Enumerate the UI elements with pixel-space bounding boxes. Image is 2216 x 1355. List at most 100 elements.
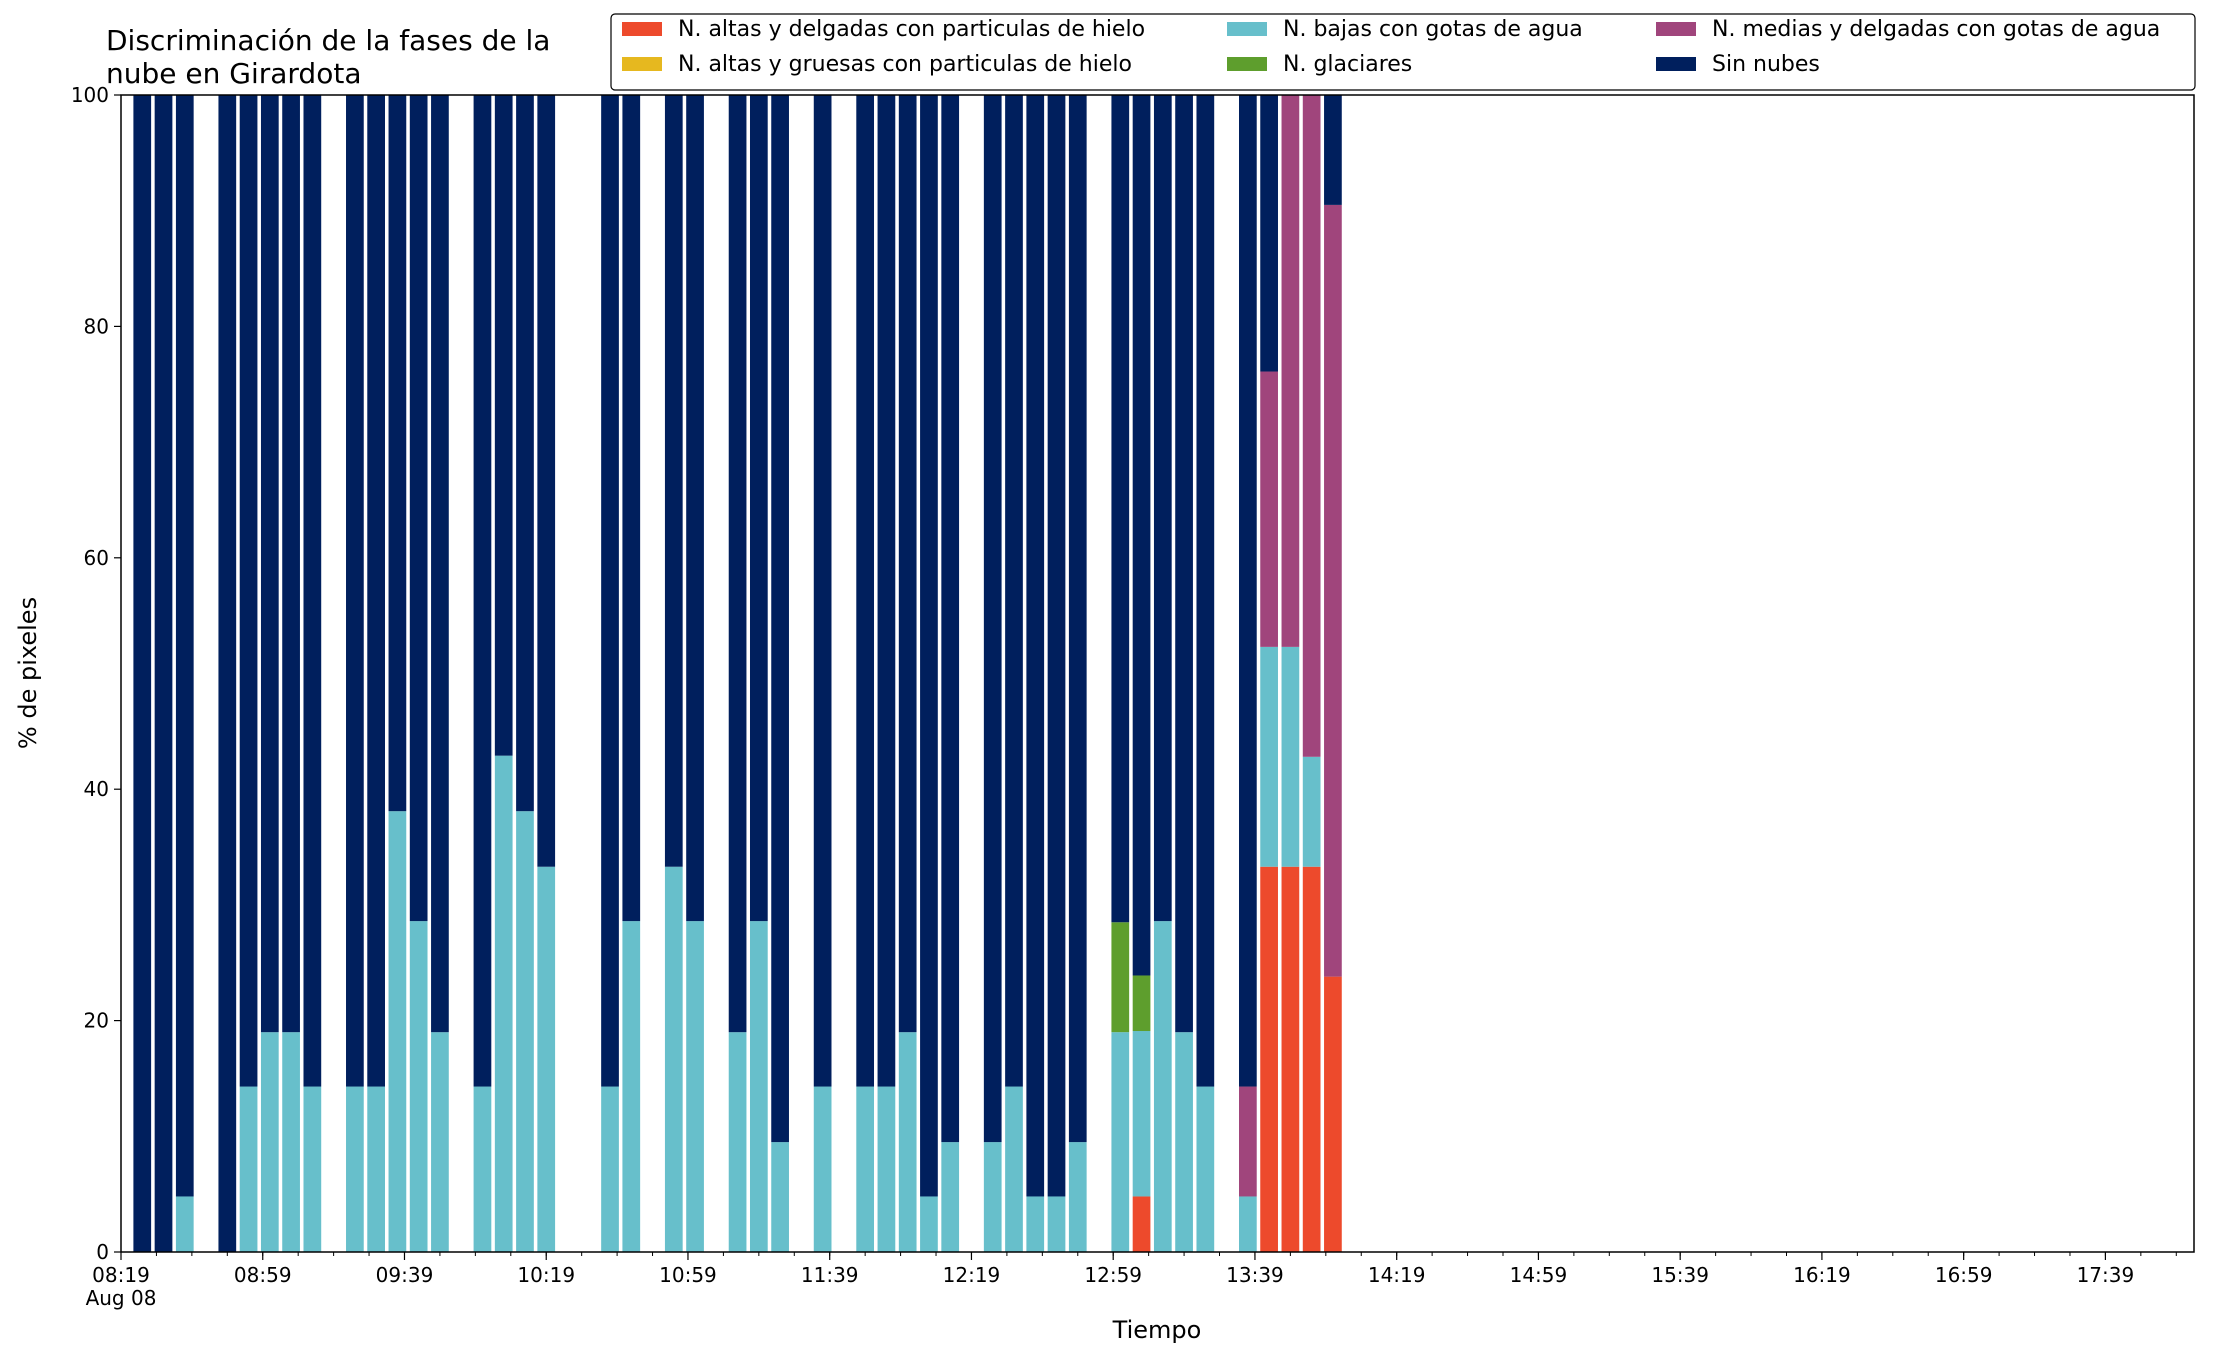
x-tick-label: 14:59 — [1510, 1263, 1568, 1287]
bar-segment-bajas-27 — [898, 1032, 917, 1252]
bar-segment-sin_nubes-44 — [1324, 95, 1342, 205]
bar-segment-bajas-15 — [516, 811, 534, 1252]
bar-segment-sin_nubes-12 — [431, 95, 449, 1033]
bar-segment-bajas-41 — [1260, 646, 1278, 867]
bar-segment-sin_nubes-38 — [1175, 95, 1193, 1033]
y-tick-label: 40 — [84, 777, 109, 801]
legend-swatch-altas_gruesas — [622, 57, 662, 71]
bar-segment-sin_nubes-1 — [154, 95, 173, 1252]
x-tick-label: 14:19 — [1368, 1263, 1426, 1287]
bar-segment-sin_nubes-10 — [388, 95, 407, 812]
bar-segment-bajas-29 — [941, 1142, 960, 1252]
bar-segment-bajas-24 — [813, 1086, 832, 1252]
bar-segment-sin_nubes-32 — [1026, 95, 1045, 1197]
x-tick-label: 13:39 — [1226, 1263, 1284, 1287]
bar-segment-sin_nubes-7 — [303, 95, 322, 1087]
bar-segment-bajas-9 — [367, 1086, 385, 1252]
x-tick-label: 10:19 — [517, 1263, 575, 1287]
y-tick-label: 60 — [84, 546, 109, 570]
x-tick-label: 16:19 — [1793, 1263, 1851, 1287]
x-tick-label: 16:59 — [1935, 1263, 1993, 1287]
legend-label-medias: N. medias y delgadas con gotas de agua — [1712, 17, 2160, 42]
bar-segment-bajas-35 — [1111, 1032, 1130, 1252]
bar-segment-altas_delgadas-42 — [1281, 866, 1300, 1252]
bar-segment-bajas-22 — [749, 921, 768, 1252]
bar-segment-sin_nubes-13 — [473, 95, 492, 1087]
bar-segment-bajas-6 — [282, 1032, 300, 1252]
bar-segment-sin_nubes-27 — [898, 95, 917, 1033]
bar-segment-bajas-2 — [175, 1196, 194, 1252]
bar-segment-altas_delgadas-41 — [1260, 866, 1278, 1252]
bar-segment-altas_delgadas-43 — [1302, 866, 1321, 1252]
bar-segment-sin_nubes-34 — [1068, 95, 1087, 1143]
bar-segment-sin_nubes-19 — [664, 95, 683, 867]
bar-segment-bajas-20 — [686, 921, 704, 1252]
x-tick-label: 12:19 — [943, 1263, 1001, 1287]
bar-segment-bajas-32 — [1026, 1196, 1045, 1252]
bar-segment-sin_nubes-6 — [282, 95, 300, 1033]
y-axis-ticks: 0 20 40 60 80 100 — [71, 83, 121, 1264]
x-tick-label: 15:39 — [1651, 1263, 1709, 1287]
y-tick-label: 100 — [71, 83, 109, 107]
bar-segment-medias-43 — [1302, 95, 1321, 757]
bar-segment-medias-44 — [1324, 204, 1342, 977]
legend-swatch-medias — [1656, 22, 1696, 36]
chart-title-line-2: nube en Girardota — [106, 57, 361, 90]
bar-segment-bajas-25 — [856, 1086, 875, 1252]
bar-segment-sin_nubes-35 — [1111, 95, 1130, 923]
x-tick-label: 12:59 — [1084, 1263, 1142, 1287]
y-tick-label: 20 — [84, 1009, 109, 1033]
legend-label-bajas: N. bajas con gotas de agua — [1283, 17, 1583, 42]
legend-label-altas_gruesas: N. altas y gruesas con particulas de hie… — [678, 52, 1132, 77]
bar-segment-bajas-5 — [260, 1032, 279, 1252]
bar-segment-bajas-10 — [388, 811, 407, 1252]
bar-segment-bajas-40 — [1239, 1196, 1257, 1252]
bar-segment-sin_nubes-40 — [1239, 95, 1257, 1087]
bar-segment-bajas-7 — [303, 1086, 322, 1252]
x-date-label: Aug 08 — [86, 1286, 157, 1310]
bar-segment-bajas-17 — [601, 1086, 619, 1252]
bar-segment-sin_nubes-41 — [1260, 95, 1278, 372]
bar-segment-sin_nubes-28 — [920, 95, 938, 1197]
bar-segment-sin_nubes-26 — [877, 95, 896, 1087]
bar-segment-bajas-19 — [664, 866, 683, 1252]
bar-segment-bajas-33 — [1047, 1196, 1066, 1252]
bar-segment-sin_nubes-3 — [218, 95, 237, 1252]
bar-segment-bajas-18 — [622, 921, 641, 1252]
legend-label-glaciares: N. glaciares — [1283, 52, 1412, 77]
x-tick-label: 08:19 — [92, 1263, 150, 1287]
bar-segment-sin_nubes-25 — [856, 95, 875, 1087]
legend: N. altas y delgadas con particulas de hi… — [610, 13, 2196, 91]
bar-segment-medias-41 — [1260, 371, 1278, 647]
y-tick-label: 80 — [84, 314, 109, 338]
bar-segment-sin_nubes-17 — [601, 95, 619, 1087]
bar-segment-bajas-21 — [728, 1032, 747, 1252]
bar-segment-sin_nubes-36 — [1132, 95, 1151, 976]
bar-segment-altas_delgadas-44 — [1324, 976, 1342, 1252]
x-axis-label: Tiempo — [1112, 1316, 1202, 1344]
bar-segment-bajas-16 — [537, 866, 556, 1252]
bar-segment-bajas-11 — [409, 921, 428, 1252]
bar-segment-sin_nubes-9 — [367, 95, 385, 1087]
x-tick-label: 11:39 — [801, 1263, 859, 1287]
legend-swatch-sin_nubes — [1656, 57, 1696, 71]
bar-segment-sin_nubes-29 — [941, 95, 960, 1143]
bar-segment-bajas-43 — [1302, 756, 1321, 867]
legend-label-sin_nubes: Sin nubes — [1712, 52, 1820, 77]
bar-segment-bajas-37 — [1153, 921, 1172, 1252]
bar-segment-bajas-34 — [1068, 1142, 1087, 1252]
bar-segment-bajas-42 — [1281, 646, 1300, 867]
bar-segment-bajas-12 — [431, 1032, 449, 1252]
bar-segment-bajas-39 — [1196, 1086, 1215, 1252]
bar-segment-sin_nubes-18 — [622, 95, 641, 922]
bar-segment-sin_nubes-11 — [409, 95, 428, 922]
bar-segment-bajas-38 — [1175, 1032, 1193, 1252]
bar-segment-bajas-36 — [1132, 1031, 1151, 1197]
x-tick-label: 08:59 — [234, 1263, 292, 1287]
bar-segment-medias-42 — [1281, 95, 1300, 647]
bar-segment-sin_nubes-22 — [749, 95, 768, 922]
legend-swatch-altas_delgadas — [622, 22, 662, 36]
bar-segment-sin_nubes-39 — [1196, 95, 1215, 1087]
legend-swatch-bajas — [1227, 22, 1267, 36]
